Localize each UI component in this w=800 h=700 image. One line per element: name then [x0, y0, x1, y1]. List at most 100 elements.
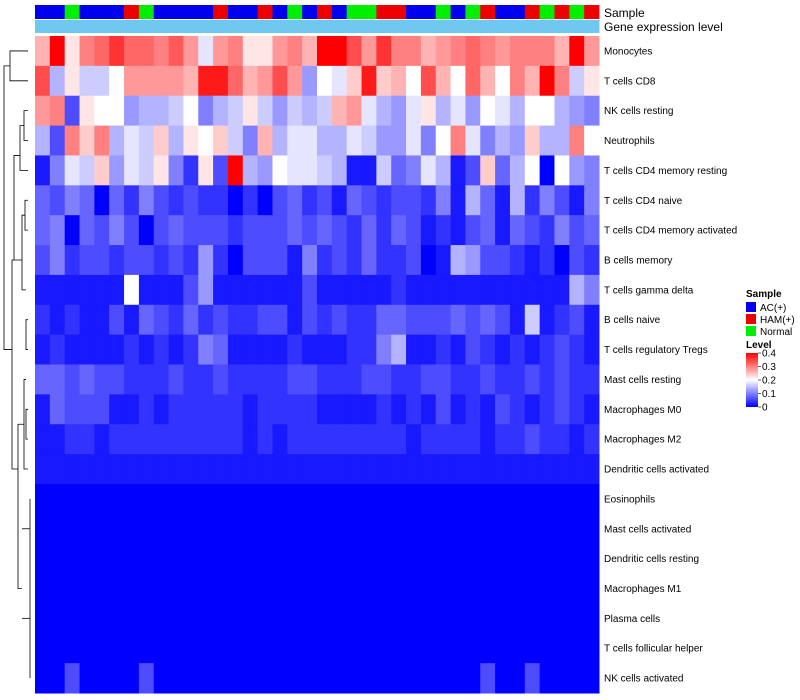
heatmap-cell — [391, 543, 407, 575]
heatmap-cell — [213, 424, 229, 455]
expression-annotation-cell — [94, 20, 110, 33]
heatmap-cell — [287, 573, 303, 604]
heatmap-cell — [287, 215, 303, 246]
heatmap-cell — [109, 483, 125, 515]
expression-annotation-cell — [79, 20, 95, 33]
heatmap-cell — [183, 215, 199, 246]
heatmap-cell — [584, 454, 600, 485]
heatmap-cell — [213, 543, 229, 575]
heatmap-cell — [79, 394, 95, 425]
heatmap-cell — [242, 633, 259, 664]
heatmap-cell — [480, 334, 496, 365]
sample-annotation-cell — [539, 5, 555, 19]
heatmap-cell — [272, 155, 288, 186]
heatmap-cell — [213, 185, 229, 216]
heatmap-cell — [361, 95, 377, 127]
heatmap-cell — [287, 513, 303, 545]
heatmap-cell — [227, 36, 244, 67]
heatmap-cell — [257, 454, 273, 485]
heatmap-cell — [183, 274, 199, 306]
heatmap-cell — [168, 215, 184, 246]
heatmap-cell — [79, 424, 95, 455]
heatmap-cell — [450, 125, 466, 156]
heatmap-cell — [109, 513, 125, 545]
heatmap-cell — [227, 663, 244, 694]
sample-annotation-cell — [183, 5, 199, 19]
heatmap-cell — [361, 394, 377, 425]
heatmap-cell — [64, 543, 81, 575]
heatmap-cell — [539, 304, 555, 336]
heatmap-cell — [465, 95, 481, 127]
heatmap-cell — [317, 454, 333, 485]
heatmap-cell — [361, 633, 377, 664]
heatmap-cell — [406, 95, 422, 127]
heatmap-cell — [495, 424, 511, 455]
heatmap-cell — [272, 603, 288, 634]
heatmap-cell — [554, 364, 570, 395]
heatmap-cell — [391, 603, 407, 634]
heatmap-cell — [183, 394, 199, 425]
legend-sample-title: Sample — [746, 289, 782, 300]
heatmap-cell — [495, 36, 511, 67]
heatmap-cell — [213, 633, 229, 664]
heatmap-cell — [450, 424, 466, 455]
heatmap-cell — [539, 424, 555, 455]
heatmap-cell — [35, 513, 51, 545]
heatmap-cell — [376, 274, 392, 306]
heatmap-cell — [539, 334, 555, 365]
heatmap-cell — [138, 274, 155, 306]
heatmap-cell — [49, 125, 66, 156]
heatmap-cell — [302, 663, 318, 694]
heatmap-cell — [539, 185, 555, 216]
heatmap-cell — [35, 65, 51, 97]
heatmap-cell — [584, 215, 600, 246]
row-label: Neutrophils — [604, 136, 655, 147]
heatmap-cell — [227, 454, 244, 485]
heatmap-cell — [124, 95, 140, 127]
expression-annotation-cell — [406, 20, 422, 33]
heatmap-cell — [257, 603, 273, 634]
heatmap-cell — [465, 454, 481, 485]
heatmap-cell — [64, 483, 81, 515]
heatmap-cell — [391, 215, 407, 246]
heatmap-cell — [198, 424, 214, 455]
heatmap-cell — [420, 274, 437, 306]
level-tick-label: 0 — [762, 403, 768, 414]
heatmap-cell — [35, 603, 51, 634]
heatmap-cell — [109, 633, 125, 664]
heatmap-cell — [554, 513, 570, 545]
heatmap-cell — [109, 65, 125, 97]
heatmap-cell — [198, 215, 214, 246]
heatmap-cell — [569, 543, 585, 575]
heatmap-cell — [317, 633, 333, 664]
heatmap-cell — [49, 304, 66, 336]
heatmap-cell — [569, 274, 585, 306]
heatmap-cell — [287, 603, 303, 634]
heatmap-cell — [569, 95, 585, 127]
heatmap-cell — [242, 603, 259, 634]
heatmap-cell — [227, 65, 244, 97]
heatmap-cell — [213, 394, 229, 425]
heatmap-cell — [346, 663, 363, 694]
heatmap-cell — [138, 394, 155, 425]
heatmap-cell — [480, 185, 496, 216]
heatmap-cell — [584, 394, 600, 425]
heatmap-cell — [302, 424, 318, 455]
heatmap-cell — [584, 573, 600, 604]
heatmap-cell — [509, 215, 526, 246]
heatmap-cell — [198, 155, 214, 186]
heatmap-cell — [49, 603, 66, 634]
heatmap-cell — [361, 663, 377, 694]
heatmap-cell — [450, 65, 466, 97]
heatmap-cell — [480, 603, 496, 634]
heatmap-cell — [302, 215, 318, 246]
heatmap-cell — [272, 215, 288, 246]
heatmap-cell — [331, 394, 348, 425]
heatmap-cell — [168, 454, 184, 485]
heatmap-cell — [435, 513, 452, 545]
row-label: Dendritic cells activated — [604, 465, 709, 476]
heatmap-cell — [435, 543, 452, 575]
heatmap-cell — [509, 364, 526, 395]
heatmap-cell — [450, 603, 466, 634]
heatmap-cell — [435, 274, 452, 306]
